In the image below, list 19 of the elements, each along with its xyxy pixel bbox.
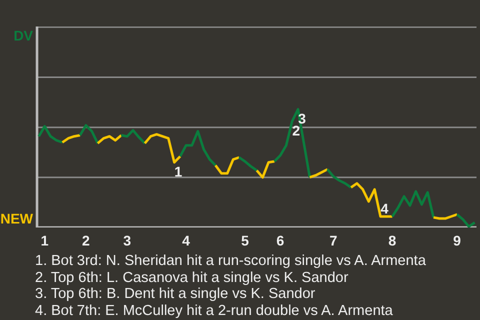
x-tick-label: 6 — [276, 232, 284, 248]
x-tick-label: 8 — [388, 232, 396, 248]
annotation: 1 — [174, 163, 182, 180]
x-tick-label: 1 — [40, 232, 49, 248]
text: 1. Bot 3rd: N. Sheridan hit a run-scoring single vs A. Armenta — [35, 253, 426, 269]
text: NEW — [0, 210, 34, 226]
x-tick-label: 9 — [453, 232, 462, 248]
annotation: 3 — [298, 110, 306, 126]
x-tick-label: 2 — [82, 232, 90, 248]
x-tick-label: 5 — [241, 232, 250, 248]
x-tick-label: 3 — [123, 232, 132, 248]
annotation: 4 — [380, 200, 389, 217]
text: DV — [14, 28, 34, 44]
x-tick-label: 7 — [329, 232, 338, 248]
text: 2. Top 6th: L. Casanova hit a single vs K. Sandor — [35, 270, 348, 286]
text: 3. Top 6th: B. Dent hit a single vs K. Sandor — [35, 286, 316, 302]
x-tick-label: 4 — [182, 232, 190, 248]
annotation: 2 — [292, 122, 300, 138]
text: 4. Bot 7th: E. McCulley hit a 2-run double vs A. Armenta — [35, 302, 393, 318]
